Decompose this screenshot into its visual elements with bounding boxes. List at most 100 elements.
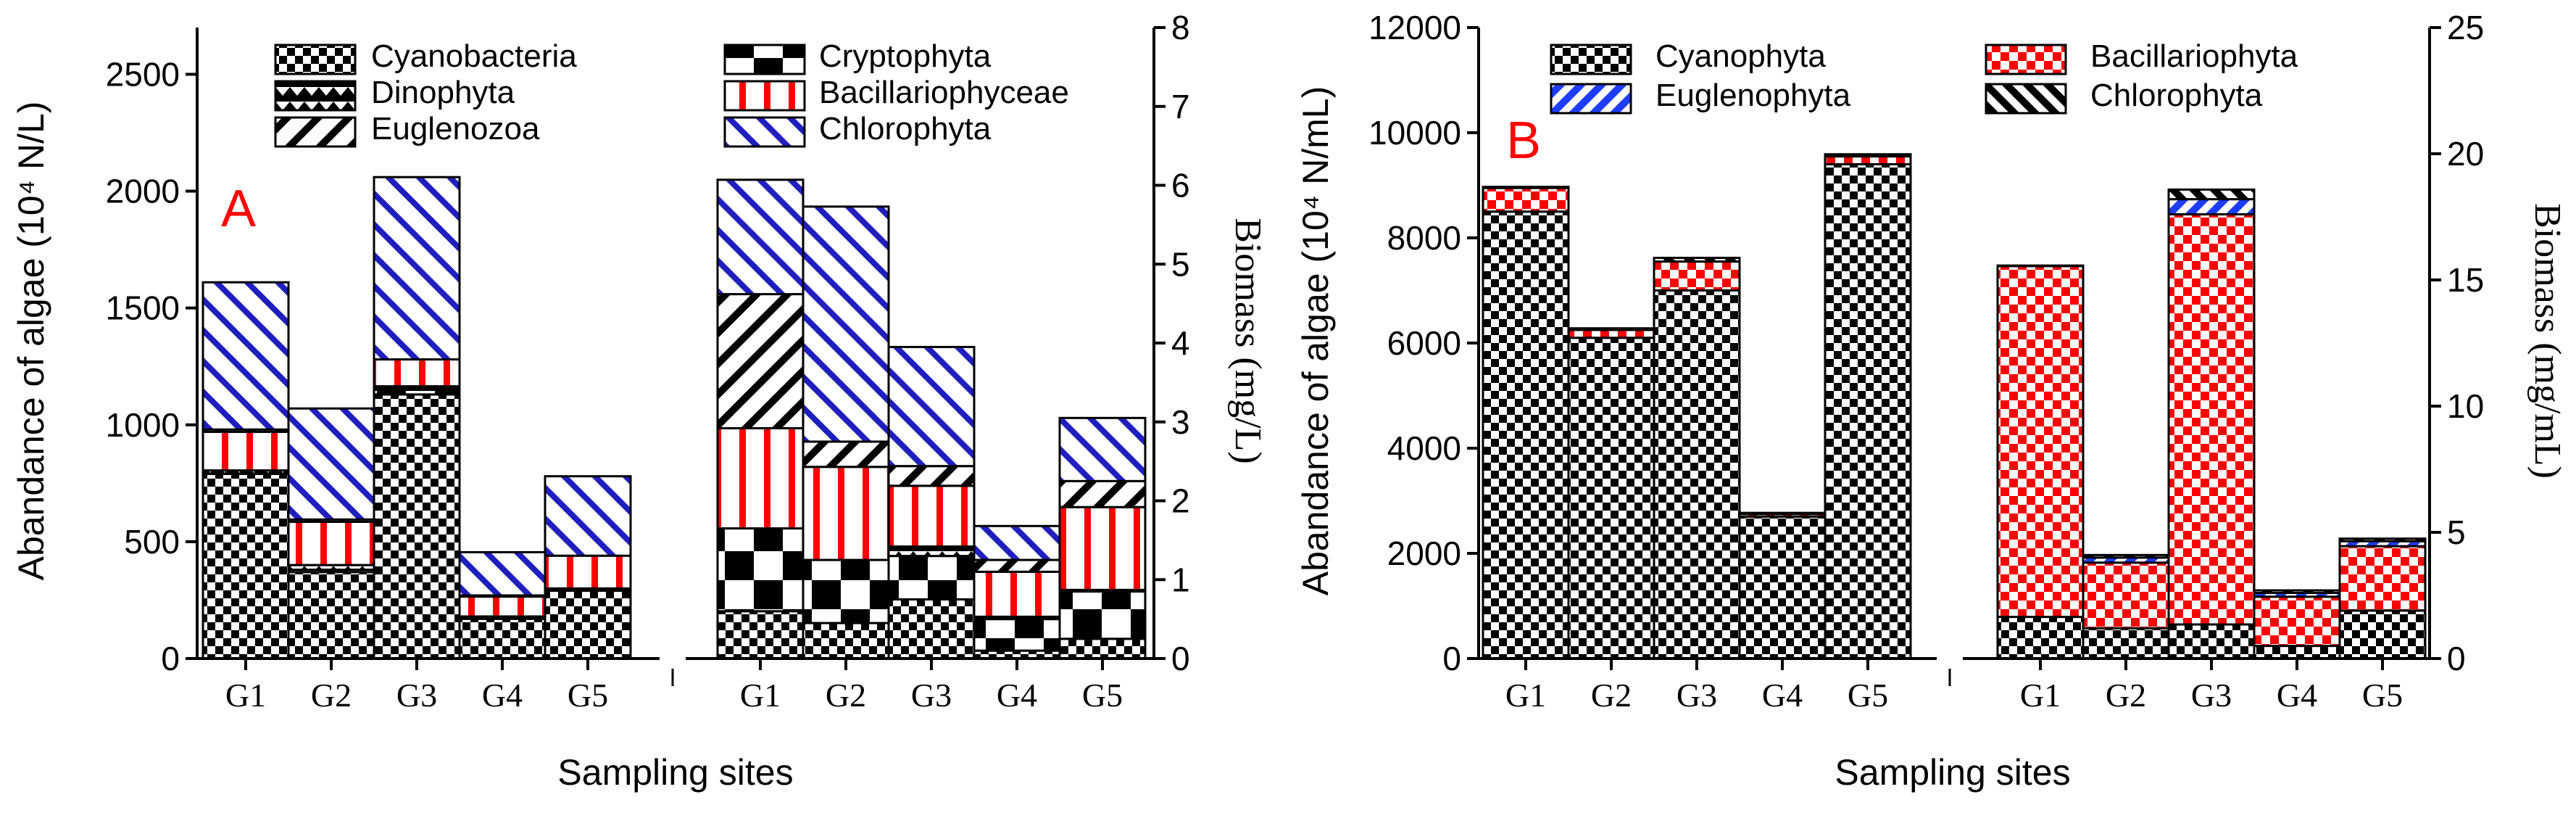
bar-biomass-g4-bacillariophyceae [973, 570, 1061, 618]
bar-biomass-g1-cryptophyta [716, 527, 805, 613]
y-right-tick-label: 2 [1171, 482, 1190, 520]
bar-biomass-g5-cyanophyta [2338, 609, 2427, 660]
bar-biomass-g3-bacillariophyceae [887, 484, 976, 548]
legend-label-dinophyta: Dinophyta [371, 75, 515, 110]
y-left-tick-label: 0 [1442, 640, 1461, 677]
bar-biomass-g2-bacillariophyceae [802, 466, 890, 561]
y-right-tick-label: 0 [2447, 640, 2466, 677]
x-tick-label: G3 [396, 677, 437, 714]
bar-biomass-g1-cyanobacteria [716, 610, 805, 660]
bar-biomass-g3-cyanobacteria [887, 598, 976, 660]
bar-biomass-g1-chlorophyta [1996, 264, 2085, 268]
bar-biomass-g3-euglenozoa [887, 465, 976, 487]
bar-biomass-g4-chlorophyta [2253, 589, 2341, 595]
legend-swatch-bacillariophyta [1985, 44, 2067, 75]
bar-biomass-g5-cryptophyta [1058, 590, 1147, 640]
legend-swatch-euglenozoa [274, 116, 357, 148]
bar-abundance-g2-bacillariophyceae [287, 521, 375, 566]
bar-abundance-g5-chlorophyta [1824, 153, 1912, 158]
bar-biomass-g3-euglenophyta [2167, 198, 2256, 216]
y-left-tick-label: 2000 [1387, 535, 1461, 572]
x-tick-label: G3 [911, 677, 952, 714]
bar-biomass-g3-cyanophyta [2167, 623, 2256, 660]
bar-biomass-g3-chlorophyta [887, 345, 976, 468]
bar-abundance-g3-cyanophyta [1653, 289, 1741, 660]
bar-biomass-g5-bacillariophyta [2338, 545, 2427, 612]
legend-swatch-chlorophyta [723, 116, 806, 148]
bar-abundance-g5-bacillariophyta [1824, 155, 1912, 165]
bar-biomass-g5-cyanobacteria [1058, 637, 1147, 660]
bar-biomass-g5-chlorophyta [2338, 537, 2427, 542]
legend-label-chlorophyta: Chlorophyta [2090, 78, 2263, 113]
bar-biomass-g1-chlorophyta [716, 178, 805, 296]
x-tick-label: G4 [482, 677, 523, 714]
x-tick-label: G5 [1082, 677, 1123, 714]
y-axis-title-left: Abandance of algae (10⁴ N/L) [11, 102, 51, 581]
y-right-tick-label: 8 [1171, 9, 1190, 46]
legend-label-euglenozoa: Euglenozoa [371, 111, 540, 146]
y-axis-title-right: Biomass (mg/mL) [2527, 203, 2568, 479]
y-left-tick-label: 10000 [1368, 114, 1461, 152]
bar-abundance-g2-cyanophyta [1567, 337, 1655, 660]
y-left-tick-label: 2000 [106, 173, 180, 210]
y-right-tick-label: 3 [1171, 403, 1190, 441]
bar-biomass-g4-euglenozoa [973, 558, 1061, 573]
x-axis-title: Sampling sites [557, 752, 793, 793]
y-axis-title-left: Abandance of algae (10⁴ N/mL) [1295, 86, 1336, 595]
bar-abundance-g5-cyanobacteria [544, 590, 632, 660]
x-tick-label: G1 [740, 677, 781, 714]
bar-abundance-g5-bacillariophyceae [544, 554, 632, 590]
bar-biomass-g2-cyanobacteria [802, 622, 890, 660]
bar-biomass-g2-chlorophyta [802, 205, 890, 443]
bar-abundance-g4-chlorophyta [458, 550, 547, 597]
y-right-tick-label: 7 [1171, 88, 1190, 125]
bar-biomass-g3-bacillariophyta [2167, 213, 2256, 626]
panel-b: 0 2000 4000 6000 8000 10000 12000 0 5 10 15 20 25 G1 G… [1295, 9, 2568, 793]
legend-swatch-cryptophyta [723, 44, 806, 75]
bar-abundance-g3-cyanobacteria [373, 393, 461, 660]
y-right-tick-label: 15 [2447, 261, 2484, 299]
panel-label: B [1506, 112, 1541, 170]
y-left-tick-label: 0 [161, 640, 180, 677]
panel-label: A [221, 180, 256, 238]
y-right-tick-label: 1 [1171, 561, 1190, 598]
y-left-tick-label: 8000 [1387, 219, 1461, 257]
legend-label-bacillariophyta: Bacillariophyta [2090, 38, 2298, 74]
y-left-tick-label: 4000 [1387, 429, 1461, 467]
panel-a: 0 500 1000 1500 2000 2500 0 1 2 3 4 5 6 7 8 G1 G2 G3 G4 G5 G… [11, 9, 1268, 793]
bar-biomass-g4-cryptophyta [973, 618, 1061, 652]
bar-biomass-g1-bacillariophyceae [716, 426, 805, 530]
bar-abundance-g2-cyanobacteria [287, 571, 375, 660]
bar-biomass-g4-chlorophyta [973, 524, 1061, 561]
x-tick-label: G5 [1848, 677, 1888, 714]
y-left-tick-label: 1000 [106, 406, 180, 444]
x-tick-label: G2 [1591, 677, 1632, 714]
bar-abundance-g2-bacillariophyta [1567, 329, 1655, 339]
y-left-tick-label: 500 [124, 523, 180, 561]
bar-abundance-g4-cyanobacteria [458, 617, 547, 660]
bar-biomass-g2-cyanophyta [2082, 627, 2170, 660]
x-tick-label: G5 [2362, 677, 2403, 714]
y-right-tick-label: 0 [1171, 640, 1190, 677]
x-tick-label: G2 [311, 677, 352, 714]
bar-biomass-g1-bacillariophyta [1996, 265, 2085, 619]
bar-abundance-g3-bacillariophyceae [373, 358, 461, 388]
bar-abundance-g1-chlorophyta [201, 281, 290, 431]
bar-biomass-g4-bacillariophyta [2253, 595, 2341, 648]
bar-abundance-g5-chlorophyta [544, 475, 632, 557]
y-right-tick-label: 4 [1171, 324, 1190, 362]
bar-biomass-g3-dinophyta [887, 545, 976, 558]
legend-label-cyanophyta: Cyanophyta [1655, 38, 1826, 74]
bar-biomass-g5-bacillariophyceae [1058, 505, 1147, 591]
bar-abundance-g1-bacillariophyceae [201, 430, 290, 472]
legend-label-cryptophyta: Cryptophyta [819, 38, 992, 74]
bar-abundance-g3-bacillariophyta [1653, 260, 1741, 292]
bar-abundance-g3-chlorophyta [373, 176, 461, 361]
bar-abundance-g1-cyanobacteria [201, 472, 290, 660]
legend-swatch-bacillariophyceae [723, 80, 806, 112]
y-right-tick-label: 25 [2447, 9, 2484, 46]
bar-biomass-g5-euglenozoa [1058, 479, 1147, 508]
bar-abundance-g1-chlorophyta [1482, 186, 1570, 189]
bar-biomass-g4-cyanophyta [2253, 645, 2341, 660]
